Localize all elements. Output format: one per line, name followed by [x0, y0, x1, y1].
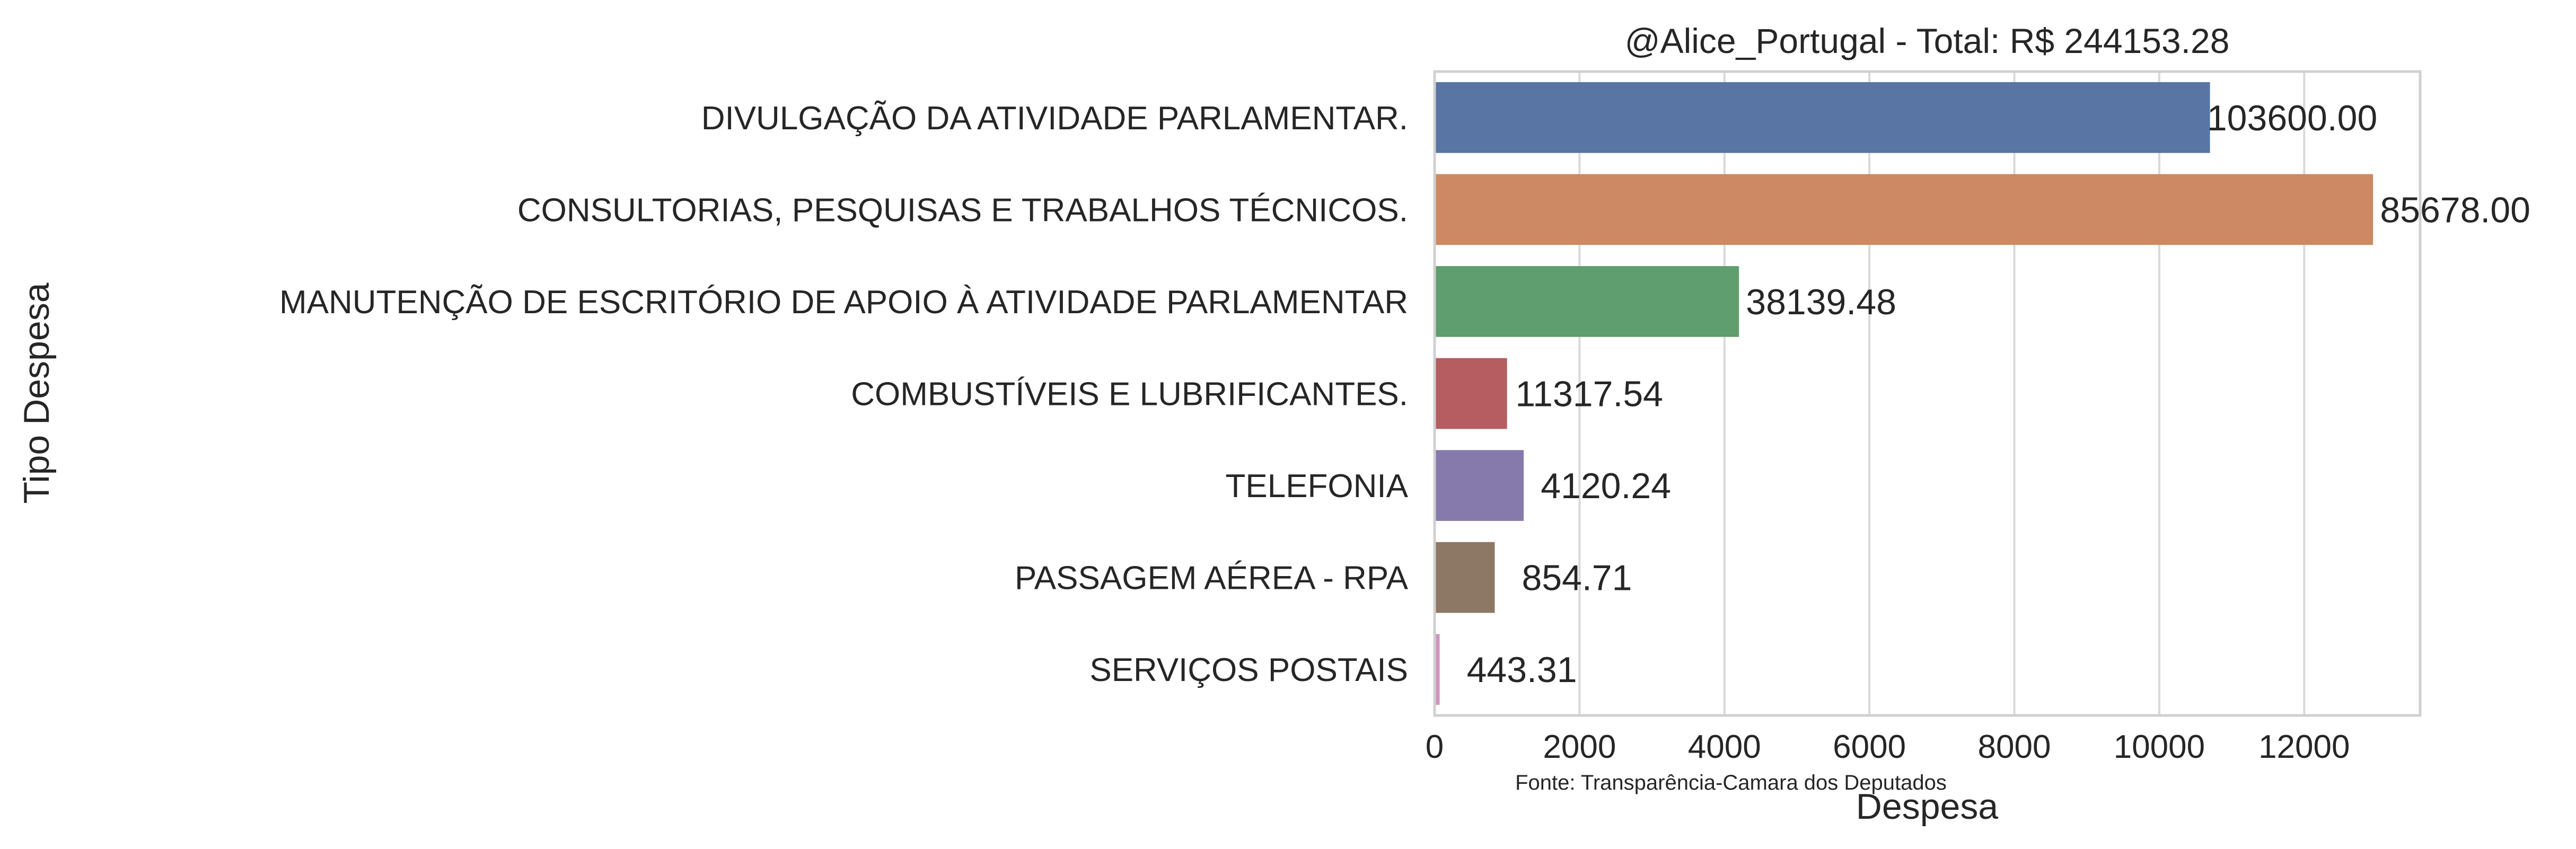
x-tick-label: 8000 [1978, 729, 2051, 765]
bar [1435, 542, 1495, 613]
bar-value-label: 11317.54 [1515, 374, 1663, 414]
category-labels: DIVULGAÇÃO DA ATIVIDADE PARLAMENTAR. CONS… [279, 100, 1409, 688]
bar [1435, 634, 1440, 705]
category-label: CONSULTORIAS, PESQUISAS E TRABALHOS TÉCN… [517, 192, 1408, 228]
bar-value-label: 443.31 [1467, 650, 1577, 690]
plot-frame [1433, 70, 2422, 717]
bar [1435, 82, 2210, 153]
x-tick-label: 2000 [1543, 729, 1616, 765]
bar [1435, 174, 2373, 245]
bar-value-label: 4120.24 [1541, 466, 1671, 506]
category-label: SERVIÇOS POSTAIS [1089, 652, 1408, 688]
source-footnote: Fonte: Transparência-Camara dos Deputado… [1515, 771, 1947, 794]
bar-value-label: 38139.48 [1746, 282, 1896, 322]
category-label: TELEFONIA [1225, 468, 1408, 505]
value-labels: 103600.00 85678.00 38139.48 11317.54 4120.24… [1467, 98, 2530, 690]
x-tick-label: 6000 [1833, 729, 1906, 765]
bar-value-label: 103600.00 [2207, 98, 2377, 138]
bar [1435, 358, 1507, 429]
x-tick-label: 12000 [2258, 729, 2350, 765]
bar [1435, 266, 1739, 337]
chart-title: @Alice_Portugal - Total: R$ 244153.28 [1625, 21, 2230, 60]
x-tick-label: 4000 [1688, 729, 1761, 765]
x-axis-label: Despesa [1856, 786, 1999, 827]
x-tick-label: 10000 [2114, 729, 2205, 765]
category-label: PASSAGEM AÉREA - RPA [1015, 560, 1409, 597]
bar-value-label: 854.71 [1522, 558, 1632, 598]
x-tick-labels: 0 2000 4000 6000 8000 10000 12000 [1426, 729, 2350, 765]
y-axis-label: Tipo Despesa [16, 282, 57, 503]
x-tick-label: 0 [1426, 729, 1444, 765]
bar-value-label: 85678.00 [2380, 190, 2530, 230]
bar [1435, 450, 1524, 521]
category-label: MANUTENÇÃO DE ESCRITÓRIO DE APOIO À ATIV… [279, 284, 1408, 321]
category-label: COMBUSTÍVEIS E LUBRIFICANTES. [851, 376, 1408, 413]
bars [1435, 82, 2373, 705]
category-label: DIVULGAÇÃO DA ATIVIDADE PARLAMENTAR. [701, 100, 1408, 137]
